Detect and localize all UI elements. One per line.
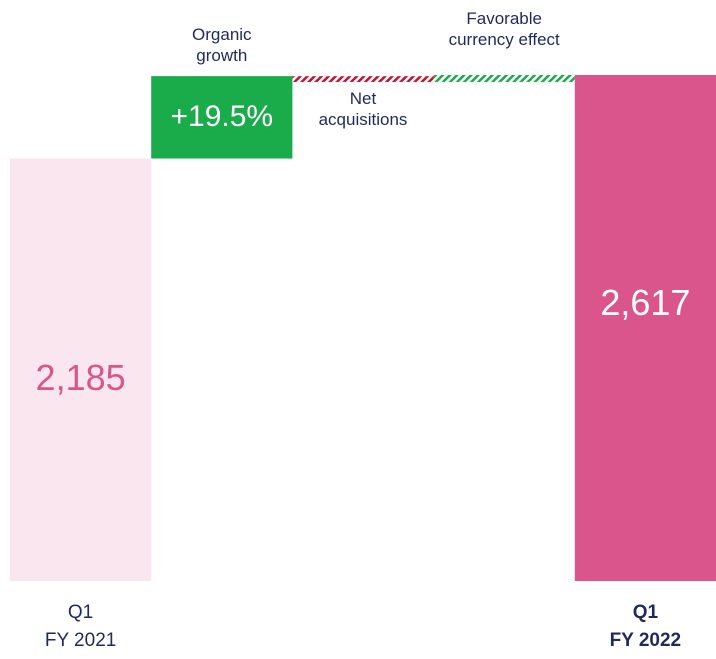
bar: [292, 76, 434, 82]
category-label: Q1 FY 2022: [609, 602, 682, 651]
bar: [151, 76, 293, 159]
bar: [574, 75, 716, 581]
value-label: 2,617: [600, 281, 691, 323]
category-label: Favorable currency effect: [448, 9, 560, 49]
bar: [10, 158, 152, 581]
growth-label: +19.5%: [170, 100, 274, 134]
bar: [433, 75, 575, 82]
category-label: Net acquisitions: [318, 88, 408, 129]
category-label: Q1 FY 2021: [44, 602, 117, 651]
value-label: 2,185: [35, 357, 126, 399]
category-label: Organic growth: [192, 25, 252, 66]
